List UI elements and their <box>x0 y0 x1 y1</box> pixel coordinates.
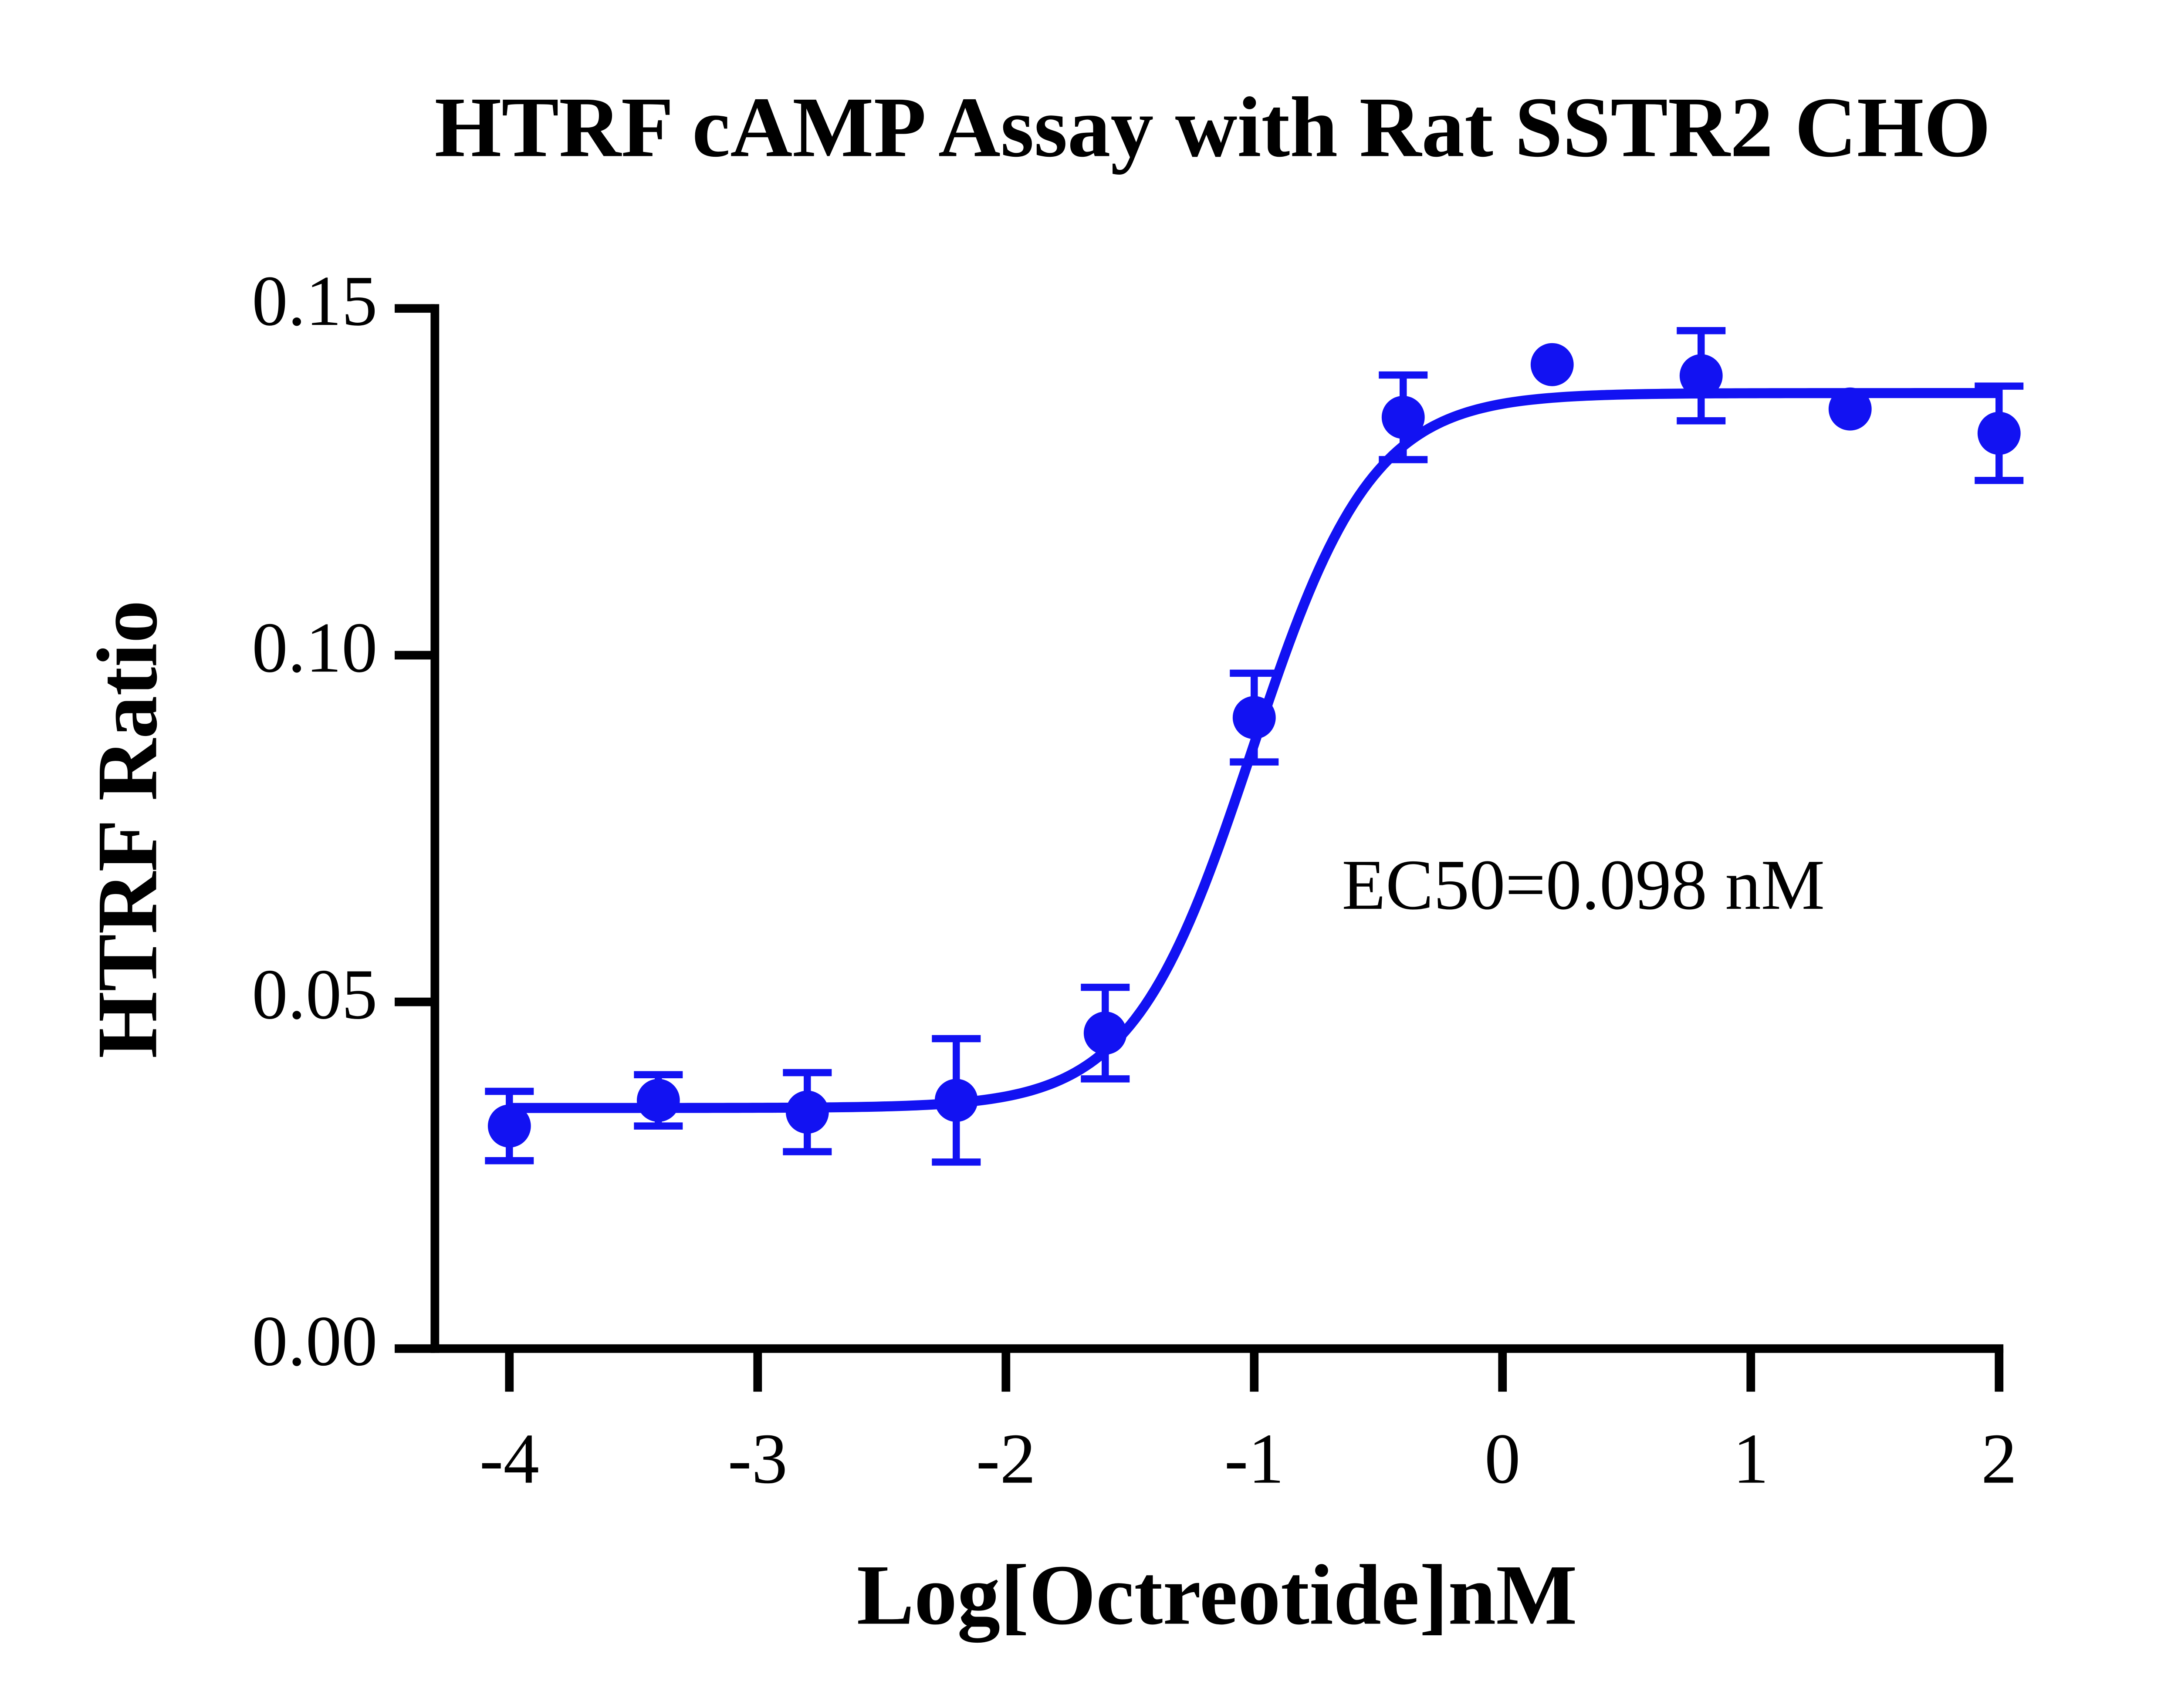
x-tick-label: -2 <box>976 1419 1036 1499</box>
x-tick-label: -1 <box>1224 1419 1284 1499</box>
x-tick-label: -4 <box>480 1419 539 1499</box>
y-tick-label: 0.10 <box>252 608 377 687</box>
data-point <box>1977 412 2021 455</box>
data-point <box>1232 696 1276 739</box>
x-axis-label: Log[Octreotide]nM <box>857 1547 1577 1643</box>
data-point <box>487 1104 531 1148</box>
annotation: EC50=0.098 nM <box>1342 845 1825 925</box>
x-tick-label: 1 <box>1733 1419 1769 1499</box>
y-tick-label: 0.00 <box>252 1301 377 1381</box>
y-axis-label: HTRF Ratio <box>79 600 175 1058</box>
data-point <box>785 1090 829 1134</box>
data-point <box>1083 1011 1127 1055</box>
x-tick-label: -3 <box>728 1419 788 1499</box>
x-tick-label: 0 <box>1485 1419 1520 1499</box>
x-tick-label: 2 <box>1981 1419 2017 1499</box>
data-point <box>636 1079 680 1122</box>
data-point <box>934 1079 978 1122</box>
data-point <box>1828 387 1872 431</box>
y-tick-label: 0.05 <box>252 954 377 1034</box>
chart-title: HTRF cAMP Assay with Rat SSTR2 CHO <box>435 79 1991 175</box>
data-point <box>1381 395 1425 439</box>
data-point <box>1530 343 1574 386</box>
data-point <box>1679 354 1723 398</box>
y-tick-label: 0.15 <box>252 261 377 341</box>
